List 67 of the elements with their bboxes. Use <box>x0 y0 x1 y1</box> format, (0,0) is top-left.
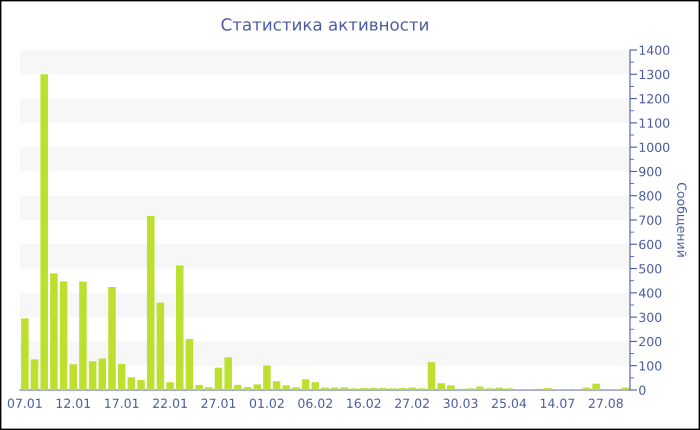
bar <box>50 273 58 390</box>
y-tick-label: 1100 <box>640 118 670 128</box>
bar <box>312 382 320 390</box>
y-axis-title: Сообщений <box>676 182 688 257</box>
bar <box>156 302 164 390</box>
bar <box>263 365 271 390</box>
y-tick-label: 1200 <box>640 94 670 104</box>
bar <box>224 357 232 390</box>
bar <box>302 379 310 390</box>
y-tick-label: 1000 <box>640 142 670 152</box>
bar <box>128 377 136 390</box>
bar <box>69 364 78 390</box>
y-tick-label: 0 <box>639 385 646 395</box>
bar <box>340 387 348 390</box>
bar <box>447 385 455 390</box>
bar <box>60 281 68 390</box>
bar <box>186 339 194 390</box>
x-tick-label: 25.04 <box>492 398 526 408</box>
x-tick-label: 27.01 <box>202 398 236 408</box>
bar <box>592 384 600 390</box>
bar <box>21 318 29 390</box>
bar <box>176 265 184 390</box>
bar <box>476 386 484 390</box>
y-tick-label: 300 <box>639 312 662 322</box>
x-tick-label: 06.02 <box>298 398 332 408</box>
x-tick-label: 30.03 <box>444 398 478 408</box>
y-tick-label: 400 <box>638 288 662 298</box>
y-tick-label: 100 <box>640 361 662 371</box>
bar <box>79 281 87 390</box>
x-tick-label: 17.01 <box>105 398 138 408</box>
bar <box>118 364 126 390</box>
chart-title: Статистика активности <box>222 18 428 31</box>
x-tick-label: 12.01 <box>56 398 90 408</box>
y-tick-label: 1400 <box>640 45 670 55</box>
y-tick-label: 700 <box>639 215 662 225</box>
bar <box>166 382 174 390</box>
bar <box>282 385 290 390</box>
bar <box>292 387 300 390</box>
x-tick-label: 27.08 <box>588 398 623 408</box>
x-tick-label: 27.02 <box>395 398 429 408</box>
bar <box>205 387 213 390</box>
bar <box>253 384 261 390</box>
bar <box>146 216 154 390</box>
bar <box>214 368 222 390</box>
bar <box>108 287 116 390</box>
y-tick-label: 800 <box>639 191 662 201</box>
x-tick-label: 14.07 <box>540 398 574 408</box>
y-tick-label: 900 <box>639 166 662 176</box>
bar <box>244 387 252 390</box>
y-tick-label: 600 <box>639 240 662 250</box>
y-tick-label: 200 <box>639 336 662 346</box>
bar <box>437 383 445 390</box>
x-tick-label: 01.02 <box>250 398 284 408</box>
bar <box>137 380 145 390</box>
bar <box>98 358 106 390</box>
bar <box>88 361 96 390</box>
y-tick-label: 1300 <box>640 70 670 80</box>
bar <box>30 359 38 390</box>
bar <box>40 74 48 390</box>
bar <box>272 381 280 390</box>
x-tick-label: 22.01 <box>153 398 187 408</box>
bar <box>234 384 242 390</box>
x-tick-label: 16.02 <box>347 398 380 408</box>
bar <box>428 362 436 390</box>
y-tick-label: 500 <box>639 264 662 274</box>
bar <box>195 384 203 390</box>
x-tick-label: 07.01 <box>8 398 42 408</box>
